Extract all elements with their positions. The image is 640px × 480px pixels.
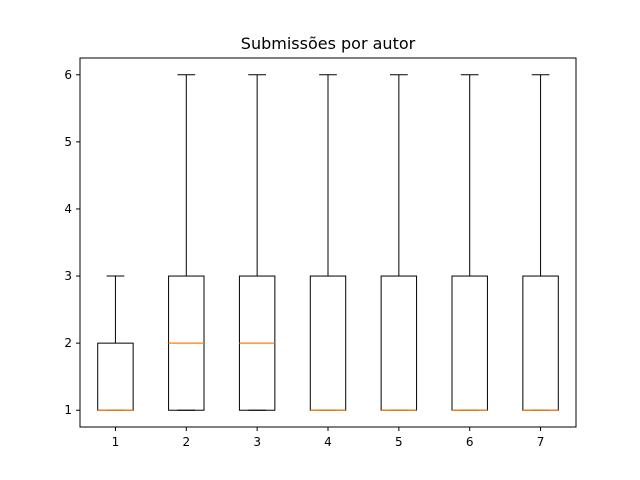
y-tick-label-1: 1 [64,403,72,417]
chart-title: Submissões por autor [241,34,416,53]
x-tick-label-7: 7 [537,435,545,449]
x-tick-label-5: 5 [395,435,403,449]
y-tick-label-4: 4 [64,202,72,216]
x-tick-label-3: 3 [253,435,261,449]
y-tick-label-2: 2 [64,336,72,350]
y-tick-label-3: 3 [64,269,72,283]
plot-area: 1 2 3 4 5 6 7 1 2 3 4 5 6 [64,68,559,449]
x-tick-label-1: 1 [112,435,120,449]
y-tick-label-5: 5 [64,135,72,149]
x-tick-label-6: 6 [466,435,474,449]
axes-frame [79,57,577,428]
y-tick-label-6: 6 [64,68,72,82]
x-tick-label-4: 4 [324,435,332,449]
x-tick-label-2: 2 [182,435,190,449]
